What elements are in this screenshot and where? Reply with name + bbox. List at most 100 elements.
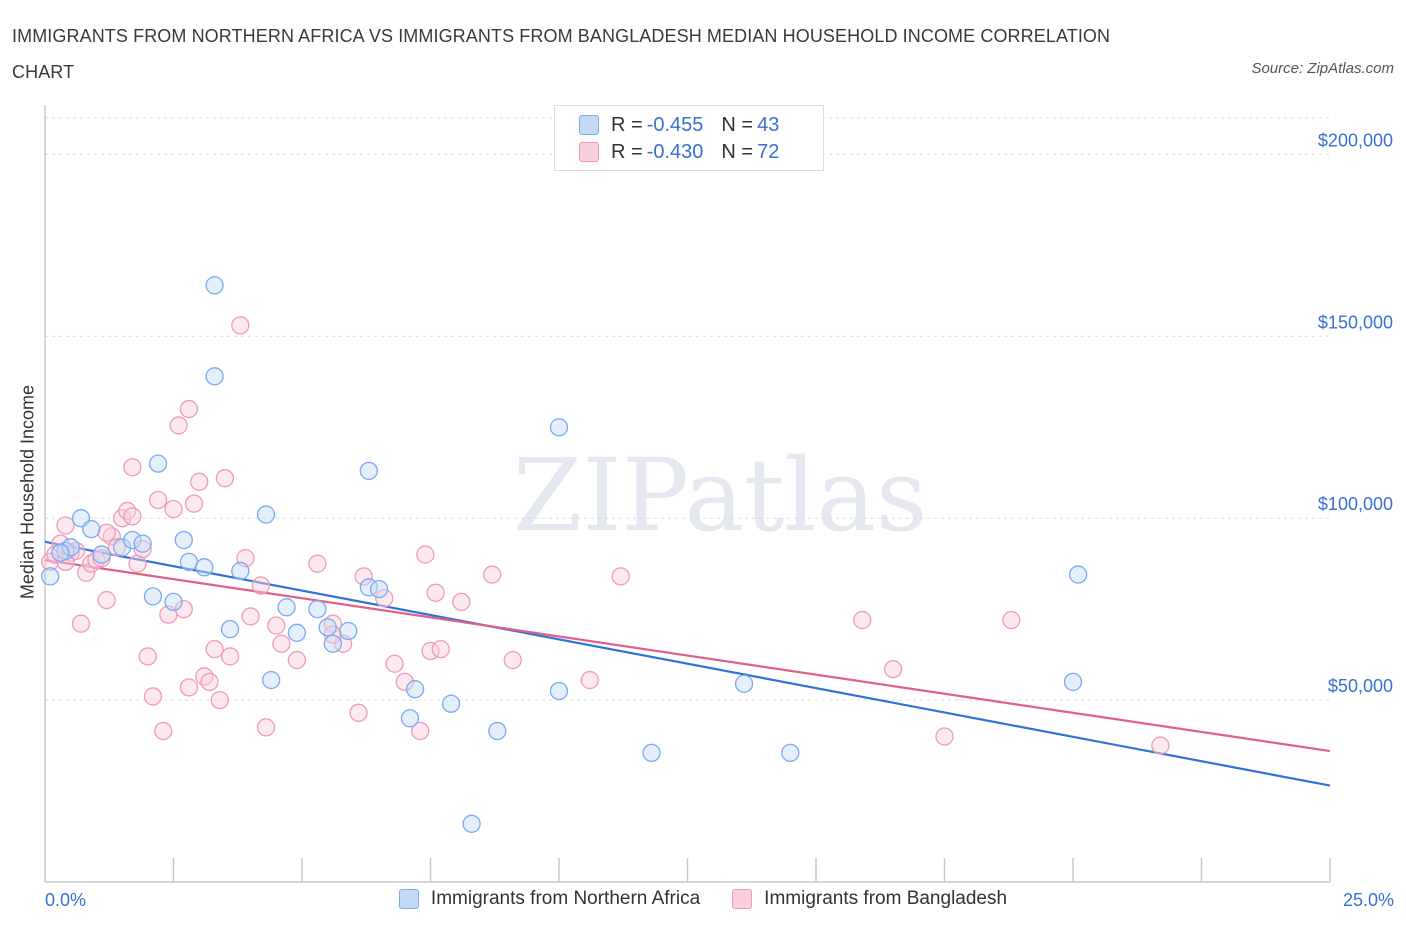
data-point-bangladesh xyxy=(179,678,199,697)
data-point-bangladesh xyxy=(190,472,209,491)
data-point-bangladesh xyxy=(935,727,954,746)
data-point-bangladesh xyxy=(354,567,373,586)
data-point-northern-africa xyxy=(323,634,342,653)
data-point-bangladesh xyxy=(220,647,240,666)
r-label: R = xyxy=(611,140,643,163)
legend-label-northern-africa: Immigrants from Northern Africa xyxy=(430,888,701,909)
data-point-bangladesh xyxy=(416,545,435,564)
data-point-northern-africa xyxy=(174,530,193,550)
data-point-northern-africa xyxy=(92,545,111,564)
data-point-bangladesh xyxy=(107,538,127,557)
n-label: N = xyxy=(721,113,754,136)
n-value-bangladesh: 72 xyxy=(757,140,780,163)
data-point-bangladesh xyxy=(164,499,183,519)
data-point-northern-africa xyxy=(164,592,183,612)
data-point-northern-africa xyxy=(133,534,152,553)
data-point-bangladesh xyxy=(76,563,96,582)
gridlines xyxy=(45,117,1330,701)
r-label: R = xyxy=(611,113,643,136)
data-point-northern-africa xyxy=(277,598,296,617)
data-point-bangladesh xyxy=(231,316,250,335)
source-label: Source: ZipAtlas.com xyxy=(1251,60,1394,77)
data-point-bangladesh xyxy=(267,616,286,635)
data-point-bangladesh xyxy=(611,567,630,586)
data-point-bangladesh xyxy=(215,469,235,488)
data-point-bangladesh xyxy=(1151,736,1170,755)
data-point-bangladesh xyxy=(375,589,394,608)
data-point-bangladesh xyxy=(205,640,224,659)
data-point-northern-africa xyxy=(781,743,800,762)
data-point-bangladesh xyxy=(148,490,168,510)
data-point-northern-africa xyxy=(1068,565,1088,584)
data-point-bangladesh xyxy=(256,718,276,737)
data-point-bangladesh xyxy=(97,523,116,542)
data-point-northern-africa xyxy=(205,367,224,386)
data-point-northern-africa xyxy=(205,276,224,295)
data-point-northern-africa xyxy=(488,721,507,741)
data-point-northern-africa xyxy=(308,599,327,619)
data-point-northern-africa xyxy=(359,461,378,481)
trend-line-bangladesh xyxy=(44,558,1331,753)
data-point-bangladesh xyxy=(452,592,471,612)
data-point-northern-africa xyxy=(642,743,661,762)
data-point-northern-africa xyxy=(1063,672,1083,692)
data-point-northern-africa xyxy=(369,579,389,599)
data-point-northern-africa xyxy=(400,709,420,728)
data-point-northern-africa xyxy=(40,567,60,586)
data-point-bangladesh xyxy=(287,650,307,670)
legend-item-bangladesh[interactable]: Immigrants from Bangladesh xyxy=(732,888,1007,910)
legend-item-northern-africa[interactable]: Immigrants from Northern Africa xyxy=(398,888,701,910)
data-point-bangladesh xyxy=(503,650,522,670)
data-point-bangladesh xyxy=(123,507,142,526)
data-point-bangladesh xyxy=(431,640,450,659)
data-point-northern-africa xyxy=(549,418,569,437)
data-point-bangladesh xyxy=(154,721,173,741)
x-axis-max-label: 25.0% xyxy=(1342,890,1394,910)
y-tick-label: $200,000 xyxy=(1318,130,1393,150)
data-point-northern-africa xyxy=(405,680,425,699)
data-point-northern-africa xyxy=(441,694,461,713)
data-point-northern-africa xyxy=(143,587,163,606)
legend-label-bangladesh: Immigrants from Bangladesh xyxy=(764,888,1008,909)
trend-lines xyxy=(44,540,1331,787)
data-point-northern-africa xyxy=(220,620,240,639)
data-point-northern-africa xyxy=(231,561,250,581)
data-point-bangladesh xyxy=(143,687,163,706)
data-point-bangladesh xyxy=(195,667,214,686)
data-point-bangladesh xyxy=(169,416,188,435)
data-point-northern-africa xyxy=(256,505,276,524)
legend-swatch-northern-africa xyxy=(398,889,419,909)
data-point-bangladesh xyxy=(241,607,260,626)
data-point-northern-africa xyxy=(123,530,142,550)
data-point-bangladesh xyxy=(179,399,199,419)
legend-swatch-northern-africa xyxy=(579,115,599,135)
watermark: ZIPatlas xyxy=(513,437,928,554)
data-point-northern-africa xyxy=(112,538,132,557)
y-tick-label: $150,000 xyxy=(1318,312,1393,332)
trend-line-northern-africa xyxy=(44,540,1331,787)
data-point-bangladesh xyxy=(184,494,204,513)
data-point-bangladesh xyxy=(349,703,368,722)
data-point-northern-africa xyxy=(549,681,569,701)
data-point-northern-africa xyxy=(148,454,168,473)
data-point-bangladesh xyxy=(385,654,404,673)
data-point-northern-africa xyxy=(179,552,199,571)
data-point-northern-africa xyxy=(51,543,70,562)
y-tick-label: $100,000 xyxy=(1318,494,1393,514)
legend-row-northern-africa: R = -0.455 N = 43 xyxy=(579,113,779,137)
y-axis-label: Median Household Income xyxy=(17,384,38,600)
data-point-bangladesh xyxy=(71,614,91,633)
data-point-northern-africa xyxy=(734,674,754,693)
data-point-northern-africa xyxy=(61,538,80,557)
data-point-northern-africa xyxy=(462,814,481,833)
data-point-bangladesh xyxy=(853,610,872,630)
data-point-northern-africa xyxy=(82,519,101,539)
data-point-bangladesh xyxy=(883,660,903,679)
data-point-bangladesh xyxy=(483,565,502,584)
correlation-legend: R = -0.455 N = 43 R = -0.430 N = 72 xyxy=(554,105,824,171)
data-point-bangladesh xyxy=(174,599,193,619)
data-point-bangladesh xyxy=(272,634,291,653)
x-axis-min-label: 0.0% xyxy=(45,890,87,910)
series-legend: Immigrants from Northern Africa Immigran… xyxy=(0,888,1406,910)
